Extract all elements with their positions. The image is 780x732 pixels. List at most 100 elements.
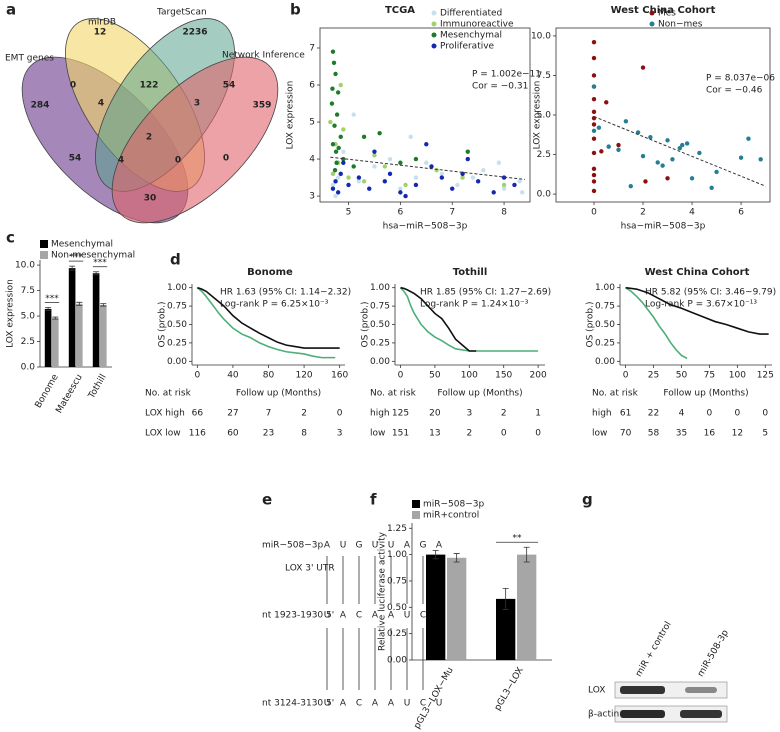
legend-swatch (431, 10, 437, 16)
y-tick-label: 4 (309, 155, 315, 165)
point (746, 136, 751, 141)
point (361, 179, 367, 184)
alignment-lines (326, 556, 440, 690)
point (351, 164, 356, 169)
point (606, 144, 611, 149)
risk-count: 70 (620, 429, 632, 439)
venn-count: 0 (175, 156, 181, 166)
x-tick-label: 5 (346, 208, 352, 218)
x-tick-label: 125 (757, 371, 774, 381)
base: U (324, 699, 331, 709)
risk-count: 0 (762, 409, 768, 419)
x-tick-label: 100 (729, 371, 746, 381)
point (329, 101, 335, 106)
point (341, 156, 346, 162)
risk-count: 7 (266, 409, 272, 419)
risk-count: 151 (392, 429, 409, 439)
annotation: Log-rank P = 3.67×10⁻¹³ (645, 300, 757, 310)
annotation: HR 5.82 (95% CI: 3.46~9.79) (645, 288, 776, 298)
venn-set (111, 56, 279, 224)
blot-band (685, 687, 717, 693)
point (367, 186, 372, 191)
alignment-target: LOX 3' UTR (285, 564, 335, 574)
significance: *** (93, 258, 107, 268)
x-tick-label: 100 (461, 371, 478, 381)
y-tick-label: 2.5 (21, 337, 35, 347)
point (439, 175, 445, 180)
chart-title: West China Cohort (611, 5, 716, 16)
significance: *** (45, 294, 59, 304)
point (398, 190, 403, 195)
survival-curve (625, 286, 769, 335)
y-tick-label: 1.25 (387, 524, 407, 534)
survival-curve (399, 287, 539, 352)
point (512, 182, 517, 188)
legend-label: Non−mes (658, 20, 703, 30)
point (334, 112, 340, 117)
alignment-label: nt 1923-1930 5' (262, 611, 334, 621)
x-tick-label: 8 (501, 208, 507, 218)
point (333, 193, 338, 199)
point (628, 183, 633, 189)
point (591, 96, 597, 102)
point (455, 182, 460, 188)
base: A (388, 611, 395, 621)
risk-count: 23 (263, 429, 274, 439)
point (660, 163, 665, 168)
x-tick-label: 80 (263, 371, 275, 381)
risk-count: 60 (227, 429, 239, 439)
risk-row-label: LOX low (145, 429, 181, 439)
plot-frame (319, 27, 531, 203)
base: A (372, 699, 379, 709)
risk-count: 20 (429, 409, 441, 419)
y-tick-label: 0.0 (21, 363, 36, 373)
point (413, 156, 419, 162)
risk-row-label: high (370, 409, 390, 419)
point (338, 171, 343, 177)
error-bar (523, 546, 530, 563)
x-tick-label: 160 (331, 371, 348, 381)
point (333, 149, 339, 154)
x-tick-label: 7 (449, 208, 455, 218)
point (501, 182, 507, 188)
point (377, 130, 382, 136)
y-axis-label: OS (prob.) (586, 302, 596, 348)
point (335, 90, 341, 95)
point (596, 125, 602, 130)
point (382, 164, 388, 169)
bar (92, 273, 100, 367)
error-bar (69, 265, 76, 271)
point (450, 186, 455, 191)
x-axis-label: hsa−miR−508−3p (621, 222, 706, 232)
base: U (324, 611, 331, 621)
point (403, 182, 408, 188)
risk-count: 125 (392, 409, 409, 419)
point (591, 55, 597, 61)
base: C (420, 611, 426, 621)
y-tick-label: 1.00 (167, 283, 187, 293)
y-tick-label: 10.0 (531, 31, 551, 41)
point (643, 179, 648, 184)
point (334, 160, 339, 165)
point (356, 179, 362, 184)
bar (68, 268, 76, 367)
survival-curve (197, 286, 340, 349)
risk-count: 35 (676, 429, 687, 439)
base: C (356, 611, 362, 621)
risk-count: 0 (734, 409, 740, 419)
point (460, 171, 465, 177)
bar (496, 598, 516, 660)
x-tick-label: 4 (689, 208, 695, 218)
point (591, 109, 597, 115)
point (491, 190, 496, 195)
point (517, 179, 522, 184)
legend-label: miR+control (423, 511, 479, 521)
error-bar (76, 301, 83, 306)
point (591, 172, 597, 178)
blot-row: LOX (588, 686, 605, 696)
panel-label: c (6, 229, 15, 247)
legend-label: Mesenchymal (440, 31, 502, 41)
point (670, 157, 675, 162)
venn-count: 12 (94, 28, 107, 38)
y-tick-label: 0.0 (537, 190, 552, 200)
